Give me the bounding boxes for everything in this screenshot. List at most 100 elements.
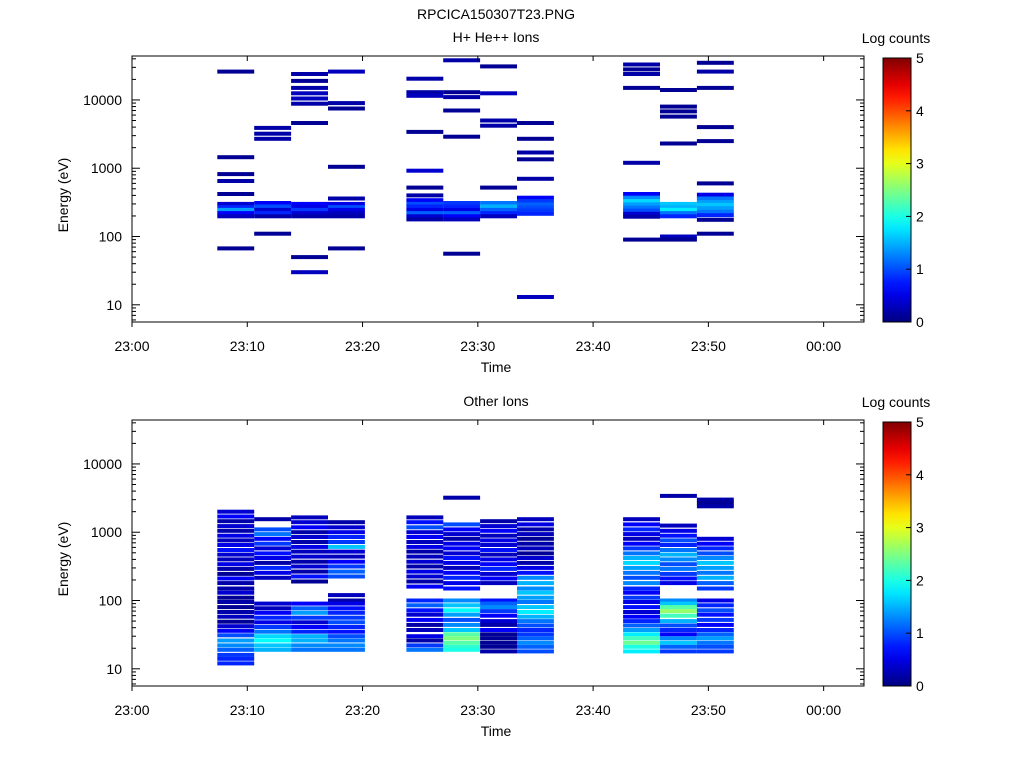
data-cell [406,535,444,539]
colorbar-tick-label: 5 [916,50,924,66]
data-cell [623,214,660,219]
data-cell [696,231,734,236]
data-cell [406,608,444,613]
data-cell [660,636,697,641]
data-cell [696,640,734,645]
data-cell [660,538,697,543]
data-cell [291,535,328,539]
data-cell [696,192,734,197]
data-cell [696,125,734,130]
data-cell [291,606,328,611]
data-cell [660,576,697,581]
data-cell [517,570,554,575]
data-cell [696,196,734,201]
data-cell [406,574,444,579]
data-cell [291,610,328,615]
x-tick-label: 23:50 [691,338,726,354]
data-cell [517,556,554,560]
data-cell [443,211,481,216]
data-cell [623,192,660,196]
data-cell [328,610,365,615]
data-cell [217,543,255,547]
colorbar-tick-label: 4 [916,103,924,119]
data-cell [623,237,660,242]
data-cell [480,619,517,624]
data-cell [517,644,554,649]
colorbar-tick-label: 0 [916,678,924,694]
data-cell [406,544,444,549]
data-cell [217,647,255,652]
data-cell [217,557,255,562]
data-cell [217,576,255,581]
data-cell [217,524,255,529]
data-cell [328,643,365,648]
data-cell [406,634,444,639]
data-cell [696,608,734,613]
data-cell [406,584,444,589]
data-cell [406,211,444,216]
data-cell [660,552,697,557]
data-cell [328,530,365,535]
data-cell [480,636,517,641]
colorbar-tick-label: 3 [916,156,924,172]
data-cell [480,609,517,614]
data-cell [406,628,444,632]
data-cell [660,207,697,212]
data-cell [517,575,554,580]
data-cell [623,586,660,591]
data-cell [623,72,660,76]
data-cell [291,211,328,216]
data-cell [623,632,660,637]
data-cell [660,543,697,547]
data-cell [254,546,292,551]
data-cell [517,581,554,586]
data-cell [443,560,481,565]
data-cell [660,562,697,567]
data-cell [328,629,365,634]
data-cell [217,624,255,629]
data-cell [291,620,328,625]
data-cell [254,125,292,130]
data-cell [443,644,481,649]
colorbar-tick-label: 0 [916,314,924,330]
data-cell [660,141,697,146]
data-cell [443,640,481,645]
data-cell [623,160,660,165]
data-cell [623,541,660,546]
data-cell [406,559,444,564]
data-cell [660,88,697,92]
data-cell [328,615,365,620]
data-cell [254,536,292,541]
data-cell [660,211,697,216]
data-cell [291,270,328,275]
data-cell [696,598,734,603]
data-cell [480,576,517,581]
data-cell [443,612,481,617]
data-cell [328,196,365,201]
data-cell [328,647,365,652]
data-cell [443,628,481,632]
data-cell [254,551,292,556]
data-cell [217,538,255,543]
data-cell [217,595,255,600]
data-cell [217,638,255,643]
data-cell [217,566,255,571]
data-cell [291,629,328,634]
data-cell [443,251,481,256]
data-cell [217,172,255,177]
data-cell [517,560,554,565]
y-axis-label: Energy (eV) [55,158,71,233]
data-cell [517,157,554,162]
data-cell [254,201,292,205]
data-cell [660,234,697,239]
x-tick-label: 23:40 [576,338,611,354]
data-cell [254,647,292,652]
data-cell [254,638,292,643]
y-tick-label: 10 [106,661,122,677]
data-cell [328,164,365,169]
data-cell [517,527,554,532]
colorbar-label: Log counts [862,30,931,46]
data-cell [291,515,328,520]
data-cell [696,69,734,74]
data-cell [623,202,660,207]
